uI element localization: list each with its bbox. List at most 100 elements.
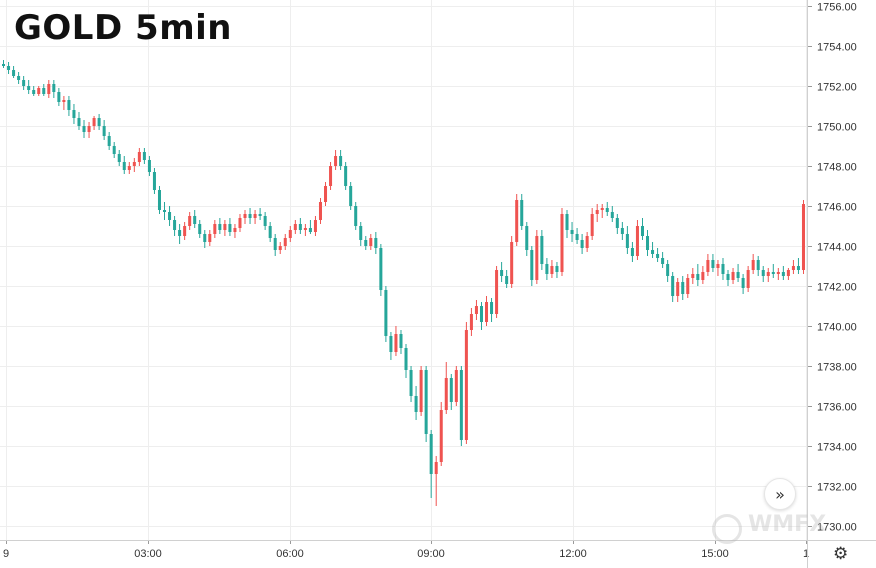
candle-body <box>213 224 217 234</box>
candle-down <box>122 156 126 174</box>
candle-body <box>243 214 247 218</box>
candle-up <box>137 148 141 166</box>
y-tick-label: 1742.00 <box>817 282 857 294</box>
candle-up <box>419 366 423 416</box>
candle-body <box>570 230 574 234</box>
candle-up <box>208 230 212 246</box>
candle-body <box>157 190 161 210</box>
candle-up <box>786 268 790 280</box>
candle-body <box>12 70 16 76</box>
candle-body <box>656 254 660 258</box>
candle-down <box>112 142 116 158</box>
candle-body <box>344 166 348 186</box>
candle-body <box>223 224 227 230</box>
candle-body <box>510 242 514 284</box>
scroll-to-realtime-button[interactable]: » <box>764 478 796 510</box>
candle-down <box>389 332 393 360</box>
candle-body <box>7 66 11 70</box>
candle-up <box>334 150 338 170</box>
candle-body <box>550 266 554 274</box>
candle-down <box>625 226 629 254</box>
candle-down <box>17 72 21 84</box>
candle-body <box>278 246 282 250</box>
settings-gear-icon[interactable]: ⚙ <box>833 544 849 564</box>
candle-up <box>439 402 443 466</box>
candle-down <box>268 222 272 242</box>
candle-down <box>142 148 146 164</box>
candle-body <box>630 248 634 256</box>
candle-down <box>671 272 675 302</box>
candle-body <box>736 272 740 278</box>
candle-up <box>434 456 438 506</box>
candle-body <box>635 226 639 256</box>
candle-down <box>77 112 81 130</box>
candle-down <box>354 202 358 230</box>
candle-body <box>520 200 524 226</box>
candle-up <box>132 158 136 172</box>
x-tick-label: 1 <box>803 548 809 560</box>
candle-body <box>409 370 413 396</box>
candle-body <box>530 250 534 280</box>
candle-down <box>72 104 76 124</box>
candle-down <box>273 234 277 256</box>
candle-body <box>168 212 172 220</box>
candle-down <box>152 168 156 194</box>
candle-up <box>318 198 322 224</box>
candle-down <box>736 264 740 282</box>
candle-down <box>756 256 760 276</box>
candle-body <box>137 152 141 162</box>
candle-down <box>555 262 559 278</box>
candle-down <box>349 182 353 210</box>
candle-body <box>696 274 700 280</box>
y-tick-label: 1734.00 <box>817 442 857 454</box>
candle-body <box>434 462 438 474</box>
candle-down <box>379 244 383 296</box>
candle-body <box>595 210 599 214</box>
candle-body <box>364 240 368 246</box>
candle-down <box>157 186 161 214</box>
candle-body <box>273 238 277 250</box>
candle-body <box>485 302 489 322</box>
candle-body <box>666 264 670 276</box>
candle-down <box>198 220 202 238</box>
candle-body <box>575 234 579 240</box>
candle-up <box>791 260 795 274</box>
candle-body <box>313 220 317 232</box>
candle-down <box>490 298 494 322</box>
candle-up <box>394 326 398 356</box>
candle-body <box>646 236 650 250</box>
candle-body <box>374 238 378 248</box>
candle-up <box>766 268 770 282</box>
candle-body <box>600 208 604 210</box>
candle-body <box>726 274 730 280</box>
candle-body <box>263 216 267 226</box>
candle-down <box>82 120 86 138</box>
candle-down <box>630 242 634 262</box>
candle-down <box>52 80 56 98</box>
candle-down <box>620 222 624 240</box>
candle-up <box>329 162 333 190</box>
candle-up <box>47 80 51 98</box>
candle-body <box>545 264 549 274</box>
candle-up <box>801 200 805 274</box>
candle-body <box>97 118 101 126</box>
candle-body <box>801 204 805 270</box>
candle-down <box>12 66 16 78</box>
candle-down <box>761 266 765 282</box>
candle-up <box>701 266 705 284</box>
candle-up <box>87 122 91 138</box>
candle-body <box>676 282 680 296</box>
candle-down <box>545 258 549 280</box>
candle-down <box>374 232 378 254</box>
candle-body <box>766 272 770 276</box>
candle-body <box>283 238 287 246</box>
candle-body <box>228 224 232 232</box>
candle-up <box>62 96 66 110</box>
candle-down <box>102 120 106 140</box>
candle-body <box>771 272 775 274</box>
candle-body <box>751 260 755 270</box>
candle-body <box>490 302 494 314</box>
candle-up <box>560 208 564 276</box>
y-tick-label: 1736.00 <box>817 402 857 414</box>
